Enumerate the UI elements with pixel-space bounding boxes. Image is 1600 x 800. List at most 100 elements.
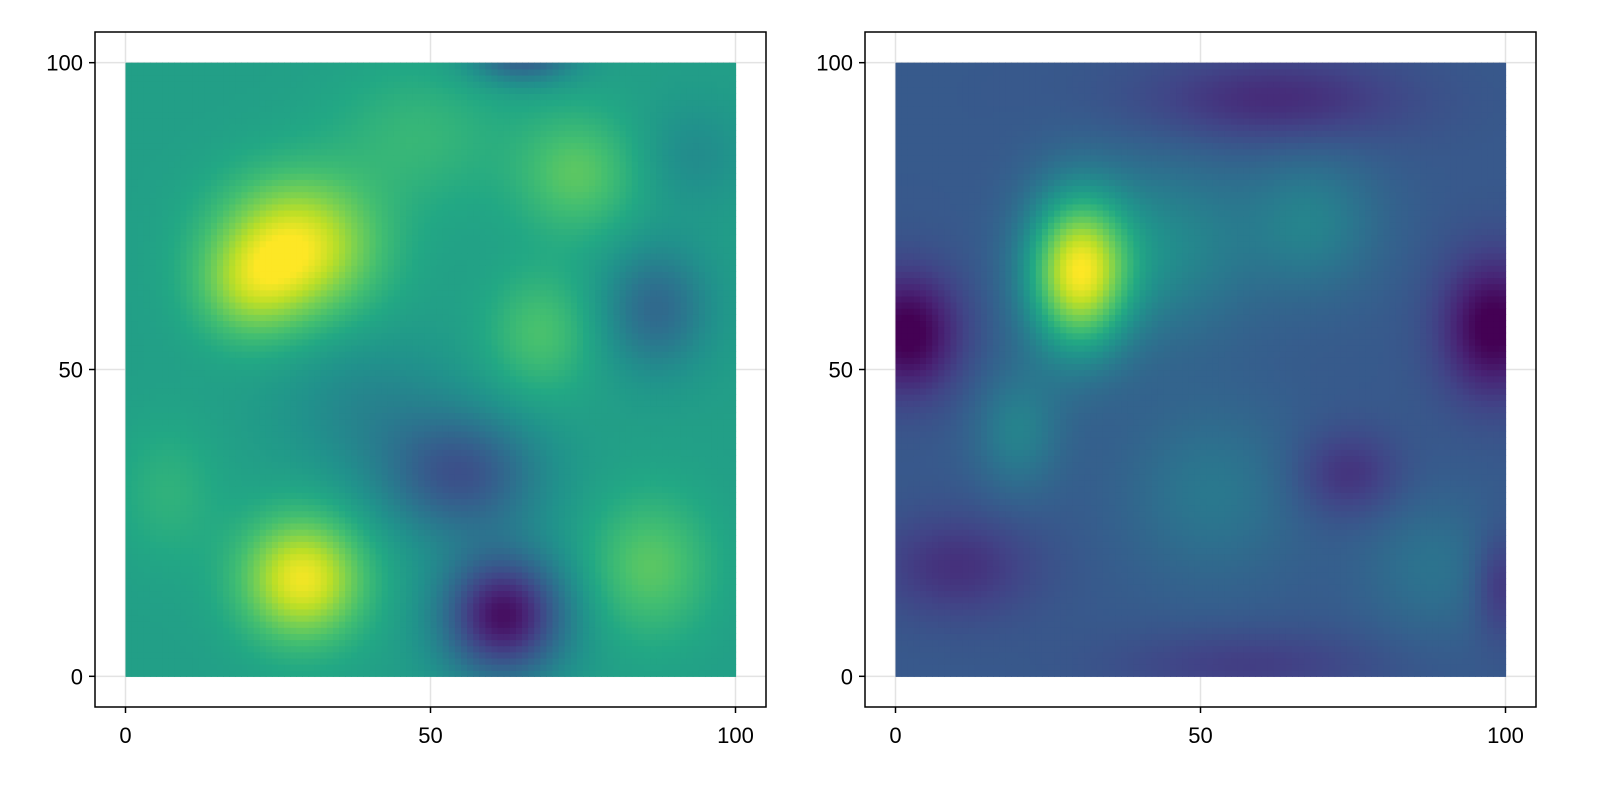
heatmap-cell <box>418 511 425 518</box>
heatmap-cell <box>565 664 572 671</box>
heatmap-cell <box>235 529 242 536</box>
heatmap-cell <box>687 609 694 616</box>
heatmap-cell <box>589 480 596 487</box>
heatmap-cell <box>229 523 236 530</box>
heatmap-cell <box>534 590 541 597</box>
heatmap-cell <box>638 486 645 493</box>
heatmap-cell <box>321 474 328 481</box>
heatmap-cell <box>241 646 248 653</box>
heatmap-cell <box>540 560 547 567</box>
heatmap-cell <box>180 412 187 419</box>
heatmap-cell <box>327 406 334 413</box>
heatmap-cell <box>528 535 535 542</box>
heatmap-cell <box>284 498 291 505</box>
heatmap-cell <box>309 658 316 665</box>
heatmap-cell <box>540 578 547 585</box>
heatmap-cell <box>711 547 718 554</box>
heatmap-cell <box>711 627 718 634</box>
heatmap-cell <box>248 511 255 518</box>
heatmap-cell <box>284 431 291 438</box>
heatmap-cell <box>229 584 236 591</box>
heatmap-cell <box>278 498 285 505</box>
heatmap-cell <box>620 412 627 419</box>
heatmap-cell <box>150 609 157 616</box>
heatmap-cell <box>168 590 175 597</box>
heatmap-cell <box>199 406 206 413</box>
heatmap-cell <box>449 597 456 604</box>
heatmap-cell <box>235 597 242 604</box>
heatmap-cell <box>150 468 157 475</box>
heatmap-cell <box>559 443 566 450</box>
heatmap-cell <box>211 425 218 432</box>
heatmap-cell <box>156 633 163 640</box>
heatmap-cell <box>662 511 669 518</box>
heatmap-cell <box>315 578 322 585</box>
heatmap-cell <box>309 560 316 567</box>
heatmap-cell <box>388 646 395 653</box>
heatmap-cell <box>492 560 499 567</box>
heatmap-cell <box>229 627 236 634</box>
heatmap-cell <box>498 505 505 512</box>
heatmap-cell <box>656 529 663 536</box>
heatmap-cell <box>144 547 151 554</box>
heatmap-cell <box>339 455 346 462</box>
heatmap-cell <box>589 486 596 493</box>
heatmap-cell <box>675 615 682 622</box>
heatmap-cell <box>412 468 419 475</box>
heatmap-cell <box>577 431 584 438</box>
heatmap-cell <box>443 425 450 432</box>
heatmap-cell <box>492 492 499 499</box>
heatmap-cell <box>675 547 682 554</box>
heatmap-cell <box>571 652 578 659</box>
heatmap-cell <box>388 492 395 499</box>
heatmap-cell <box>406 566 413 573</box>
heatmap-cell <box>473 431 480 438</box>
heatmap-cell <box>455 511 462 518</box>
heatmap-cell <box>248 652 255 659</box>
heatmap-cell <box>248 572 255 579</box>
heatmap-cell <box>534 615 541 622</box>
heatmap-cell <box>174 572 181 579</box>
heatmap-cell <box>601 511 608 518</box>
heatmap-cell <box>662 670 669 677</box>
heatmap-cell <box>443 609 450 616</box>
heatmap-cell <box>168 547 175 554</box>
heatmap-cell <box>229 529 236 536</box>
heatmap-cell <box>144 541 151 548</box>
heatmap-cell <box>540 535 547 542</box>
heatmap-cell <box>492 670 499 677</box>
heatmap-cell <box>315 560 322 567</box>
heatmap-cell <box>272 492 279 499</box>
heatmap-cell <box>644 449 651 456</box>
heatmap-cell <box>351 535 358 542</box>
heatmap-cell <box>370 584 377 591</box>
heatmap-cell <box>662 480 669 487</box>
heatmap-cell <box>333 523 340 530</box>
heatmap-cell <box>473 578 480 585</box>
heatmap-cell <box>156 425 163 432</box>
heatmap-cell <box>638 437 645 444</box>
heatmap-cell <box>266 437 273 444</box>
heatmap-cell <box>321 492 328 499</box>
heatmap-cell <box>681 566 688 573</box>
heatmap-cell <box>126 640 133 647</box>
heatmap-cell <box>461 443 468 450</box>
heatmap-cell <box>126 627 133 634</box>
heatmap-cell <box>546 664 553 671</box>
heatmap-cell <box>357 554 364 561</box>
heatmap-cell <box>546 431 553 438</box>
heatmap-cell <box>681 547 688 554</box>
heatmap-cell <box>449 425 456 432</box>
heatmap-cell <box>449 547 456 554</box>
heatmap-cell <box>546 646 553 653</box>
heatmap-cell <box>199 517 206 524</box>
heatmap-cell <box>705 443 712 450</box>
heatmap-cell <box>126 443 133 450</box>
heatmap-cell <box>284 578 291 585</box>
heatmap-cell <box>321 517 328 524</box>
heatmap-cell <box>589 597 596 604</box>
heatmap-cell <box>607 412 614 419</box>
heatmap-cell <box>144 615 151 622</box>
heatmap-cell <box>693 437 700 444</box>
heatmap-cell <box>351 560 358 567</box>
